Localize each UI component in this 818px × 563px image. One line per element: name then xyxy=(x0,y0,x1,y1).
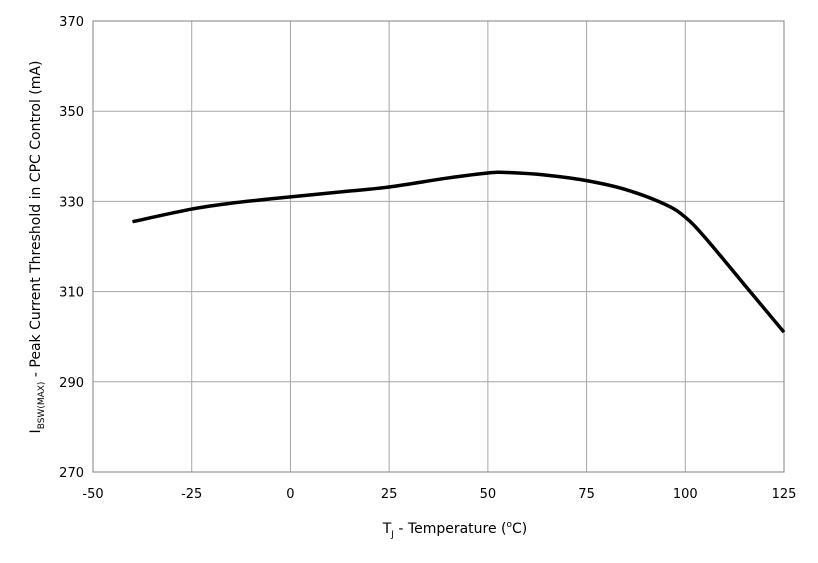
y-axis-title: IBSW(MAX) - Peak Current Threshold in CP… xyxy=(28,61,47,434)
x-tick-label: 125 xyxy=(772,487,797,502)
x-axis-title-main: T xyxy=(382,521,392,537)
y-axis-title-subscript: BSW(MAX) xyxy=(37,382,47,430)
y-axis-title-main: I xyxy=(28,429,44,433)
series-layer xyxy=(132,170,786,334)
x-tick-labels: -50 -25 0 25 50 75 100 125 xyxy=(82,487,796,502)
x-axis-title-unit: C) xyxy=(512,521,527,537)
x-axis-title-text: - Temperature ( xyxy=(394,521,507,537)
x-tick-label: 50 xyxy=(480,487,497,502)
y-tick-label: 350 xyxy=(59,105,84,120)
x-tick-label: -50 xyxy=(82,487,103,502)
y-tick-label: 330 xyxy=(59,195,84,210)
y-tick-label: 370 xyxy=(59,15,84,30)
y-tick-label: 290 xyxy=(59,376,84,391)
series-line xyxy=(132,170,786,334)
plot-frame xyxy=(92,20,785,473)
y-axis-title-text: - Peak Current Threshold in CPC Control … xyxy=(28,61,44,382)
x-tick-label: 0 xyxy=(286,487,294,502)
y-tick-label: 270 xyxy=(59,466,84,481)
x-tick-label: -25 xyxy=(181,487,202,502)
y-tick-labels: 270 290 310 330 350 370 xyxy=(59,15,84,481)
x-axis-title: TJ - Temperature (oC) xyxy=(382,520,528,540)
x-tick-label: 100 xyxy=(673,487,698,502)
x-axis-title-subscript: J xyxy=(390,530,394,540)
x-axis-title-superscript: o xyxy=(507,520,513,530)
x-tick-label: 75 xyxy=(578,487,595,502)
x-tick-label: 25 xyxy=(381,487,398,502)
y-tick-label: 310 xyxy=(59,286,84,301)
